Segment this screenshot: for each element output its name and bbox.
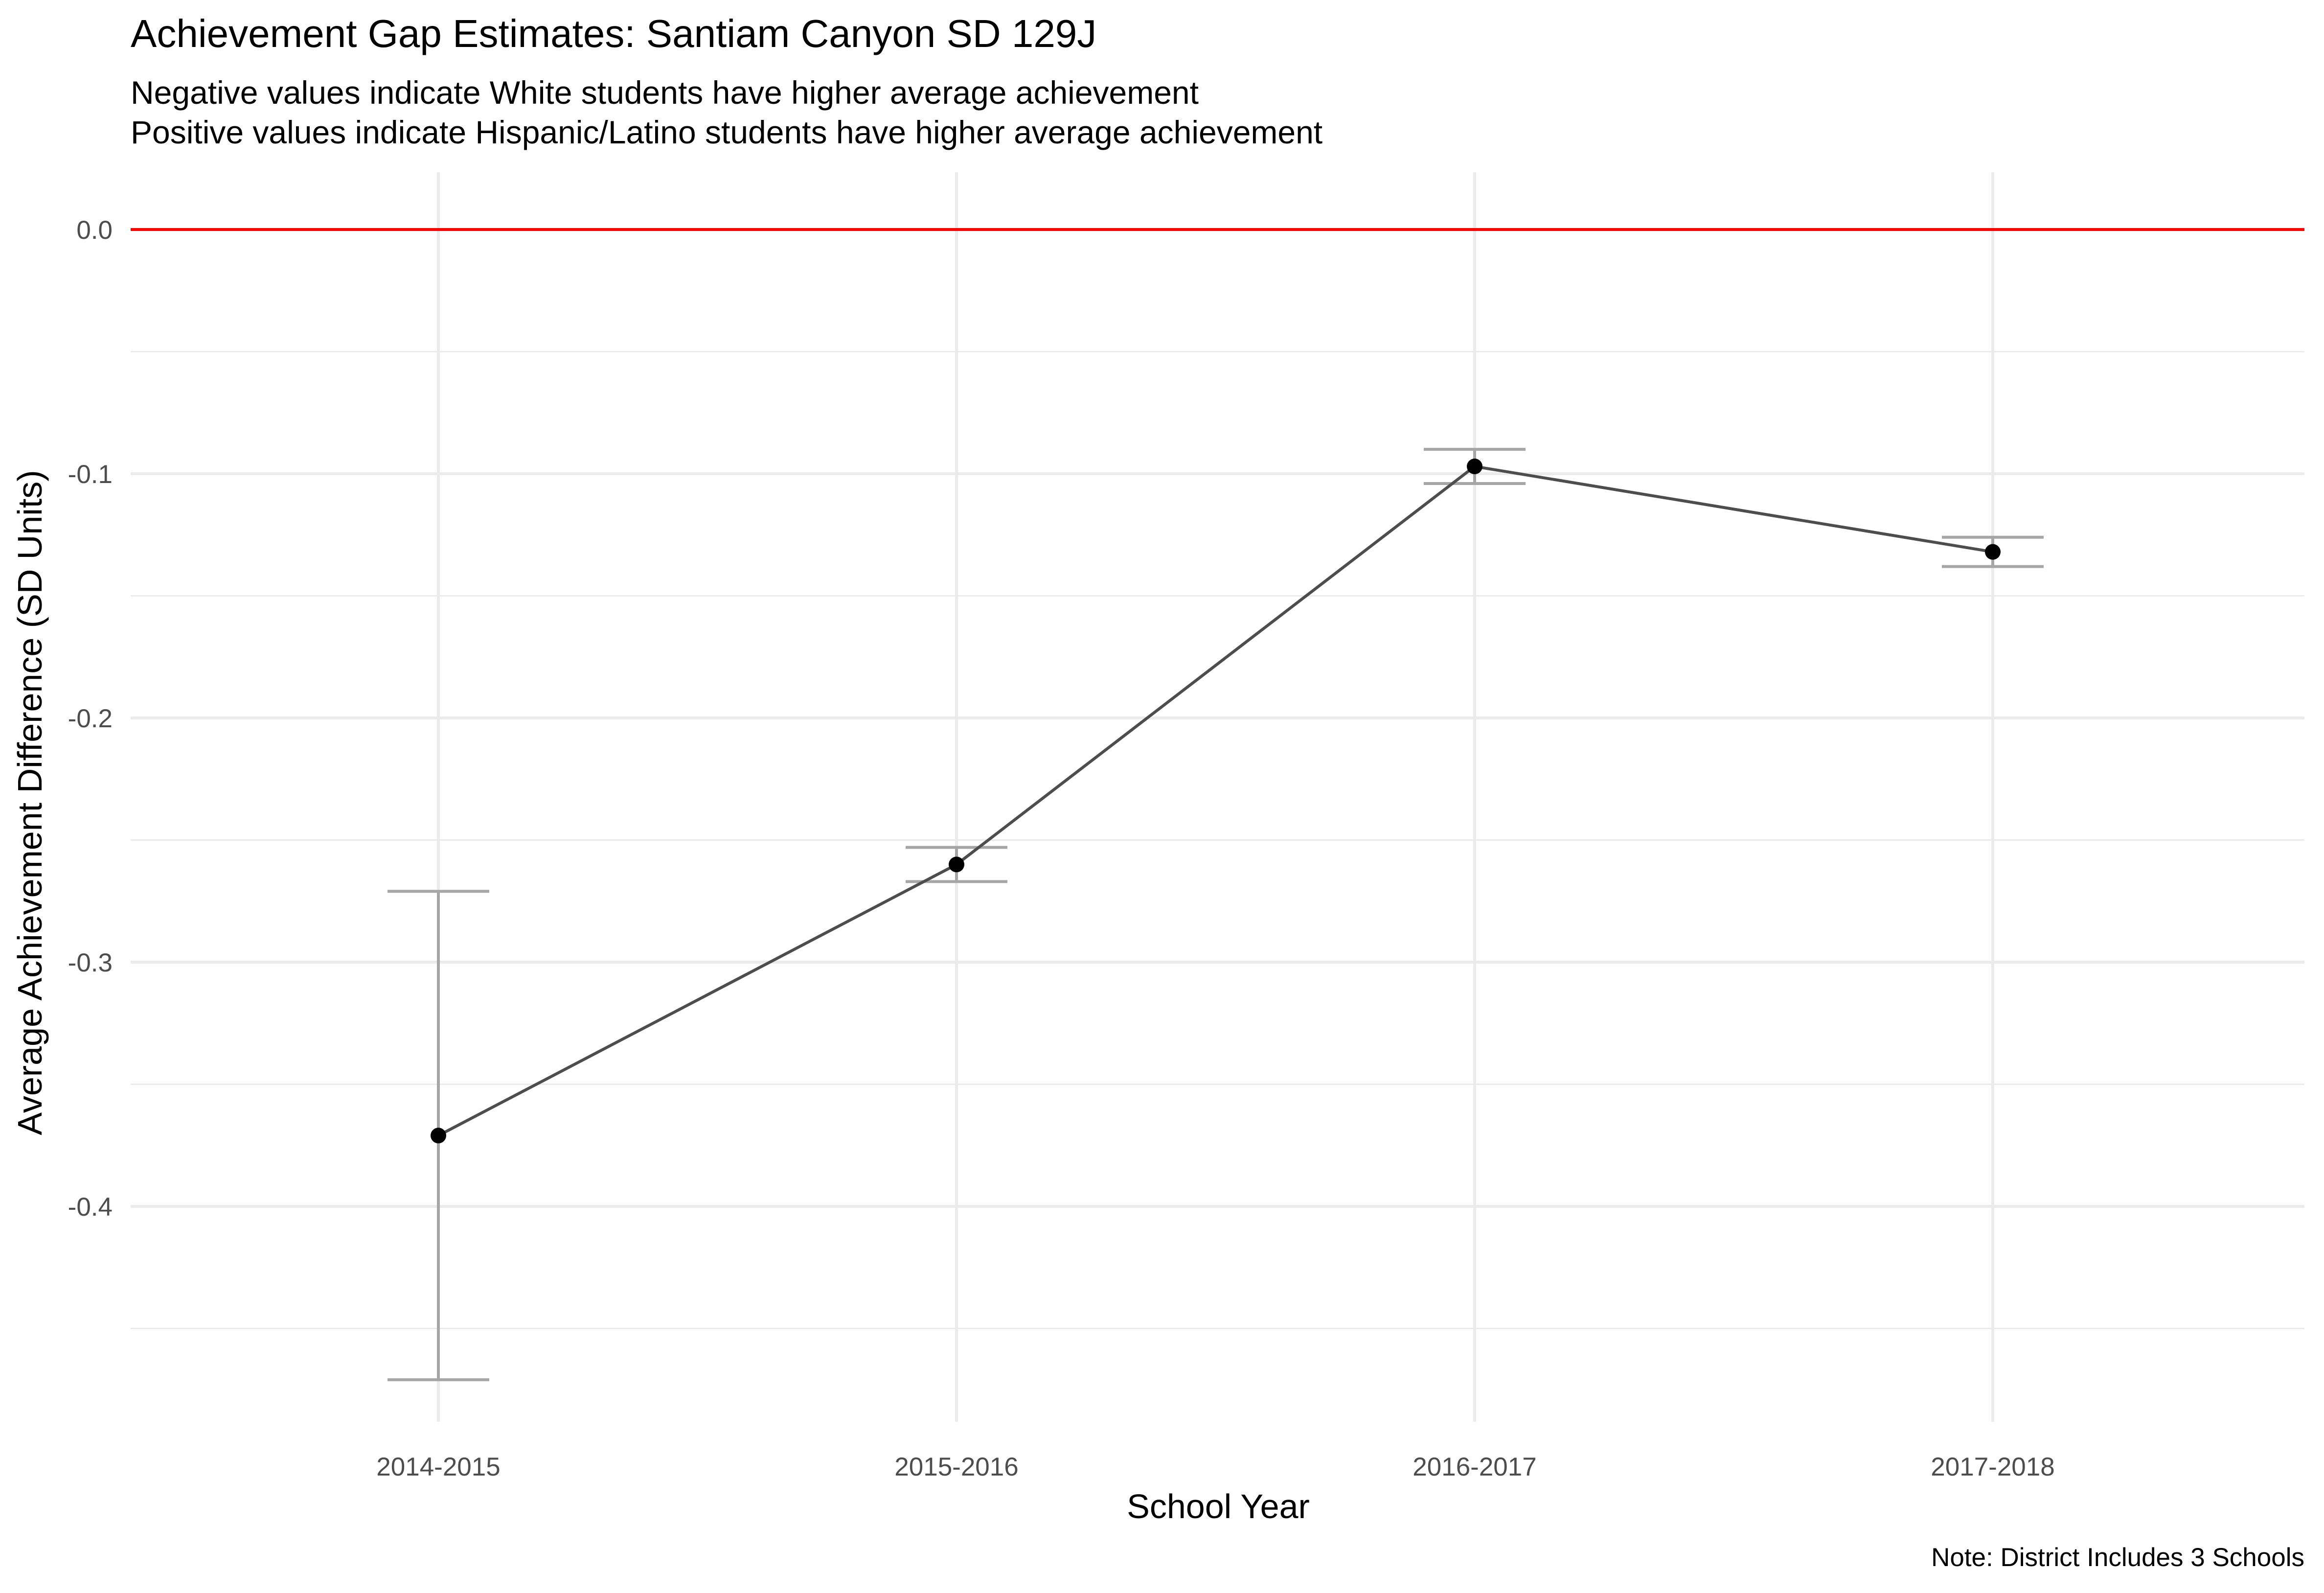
chart-subtitle-line-2: Positive values indicate Hispanic/Latino… xyxy=(131,114,1322,150)
y-tick-labels: 0.0 -0.1 -0.2 -0.3 -0.4 xyxy=(68,216,113,1222)
x-tick-labels: 2014-2015 2015-2016 2016-2017 2017-2018 xyxy=(376,1453,2054,1481)
series-line xyxy=(437,464,1993,1137)
data-point xyxy=(1467,459,1482,475)
x-axis-title: School Year xyxy=(1127,1487,1310,1525)
x-tick-label: 2017-2018 xyxy=(1931,1453,2054,1481)
series-layer xyxy=(387,448,2044,1382)
data-point xyxy=(949,856,964,873)
grid xyxy=(131,172,2304,1422)
chart-title: Achievement Gap Estimates: Santiam Canyo… xyxy=(131,12,1096,55)
x-tick-label: 2015-2016 xyxy=(894,1453,1018,1481)
x-tick-label: 2016-2017 xyxy=(1413,1453,1536,1481)
x-tick-label: 2014-2015 xyxy=(376,1453,500,1481)
chart-subtitle-line-1: Negative values indicate White students … xyxy=(131,74,1199,111)
y-axis-title: Average Achievement Difference (SD Units… xyxy=(11,470,49,1135)
y-tick-label: -0.2 xyxy=(68,704,113,733)
y-tick-label: 0.0 xyxy=(76,216,113,245)
data-point xyxy=(1985,544,2001,560)
y-tick-label: -0.3 xyxy=(68,948,113,977)
chart-caption: Note: District Includes 3 Schools xyxy=(1931,1543,2304,1572)
data-point xyxy=(431,1128,446,1144)
y-tick-label: -0.4 xyxy=(68,1193,113,1222)
y-tick-label: -0.1 xyxy=(68,460,113,489)
